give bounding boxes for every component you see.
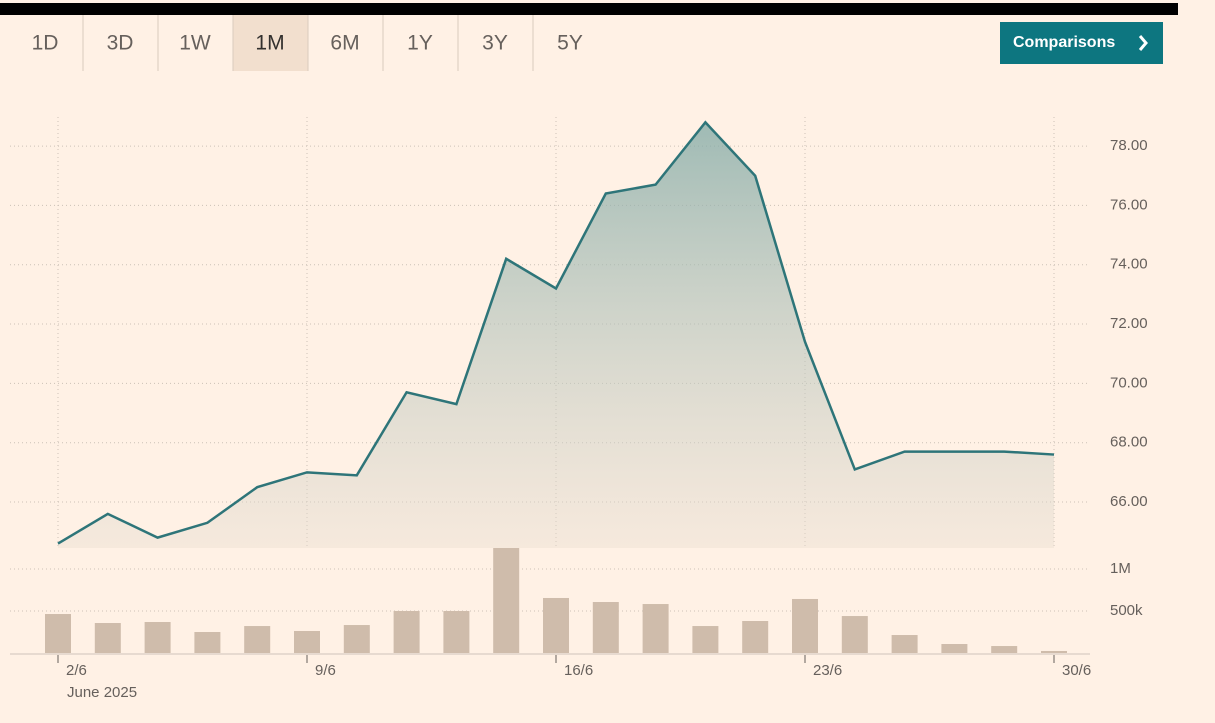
y-tick-label: 70.00: [1110, 374, 1148, 391]
y-tick-label: 72.00: [1110, 315, 1148, 332]
x-tick-label: 23/6: [813, 662, 842, 679]
volume-bar: [144, 622, 171, 653]
volume-bar: [991, 646, 1018, 653]
comparisons-button[interactable]: [1000, 22, 1163, 64]
x-tick-label: 16/6: [564, 662, 593, 679]
volume-bar: [393, 611, 420, 653]
volume-bar: [592, 602, 619, 653]
volume-bar: [742, 620, 769, 653]
volume-bar: [343, 625, 370, 653]
range-tab[interactable]: 5Y: [557, 32, 583, 55]
x-axis-label: June 2025: [67, 684, 137, 701]
volume-bar: [642, 604, 669, 653]
volume-bar: [841, 616, 868, 653]
chevron: [1138, 35, 1148, 51]
volume-bar: [294, 630, 320, 653]
volume-bar: [493, 548, 520, 653]
price-area: [58, 122, 1054, 548]
y-tick-label: 74.00: [1110, 256, 1148, 273]
x-tick-label: 2/6: [66, 662, 87, 679]
range-tab[interactable]: 1Y: [407, 32, 433, 55]
volume-tick-label: 500k: [1110, 602, 1143, 619]
volume-bar: [891, 635, 918, 653]
x-tick-label: 9/6: [315, 662, 336, 679]
range-tab[interactable]: 1M: [255, 32, 284, 55]
range-tab-active: [233, 15, 308, 71]
comparisons-label[interactable]: Comparisons: [1013, 34, 1115, 51]
range-tab[interactable]: 3D: [107, 32, 134, 55]
volume-bar: [244, 626, 271, 653]
volume-bar: [1041, 650, 1067, 653]
volume-bar: [45, 614, 71, 653]
volume-bar: [443, 611, 470, 653]
x-tick-label: 30/6: [1062, 662, 1091, 679]
volume-bar: [792, 598, 818, 653]
range-tab[interactable]: 6M: [330, 32, 359, 55]
volume-tick-label: 1M: [1110, 560, 1131, 577]
y-tick-label: 68.00: [1110, 434, 1148, 451]
range-tab[interactable]: 1W: [179, 32, 211, 55]
y-tick-label: 78.00: [1110, 137, 1148, 154]
volume-bar: [194, 632, 221, 653]
price-line: [57, 120, 1055, 545]
volume-bar: [94, 623, 121, 653]
volume-bar: [543, 597, 569, 653]
volume-bar: [941, 644, 968, 653]
top-bar: [0, 3, 1178, 15]
range-tab[interactable]: 1D: [32, 32, 59, 55]
range-tab[interactable]: 3Y: [482, 32, 508, 55]
y-tick-label: 76.00: [1110, 196, 1148, 213]
y-tick-label: 66.00: [1110, 493, 1148, 510]
volume-bar: [692, 626, 719, 653]
